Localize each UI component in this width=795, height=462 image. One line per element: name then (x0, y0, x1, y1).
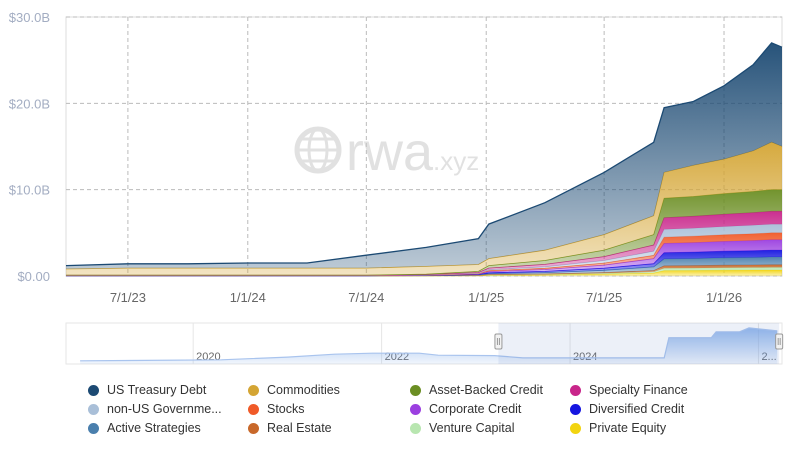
legend-item-private-equity[interactable]: Private Equity (570, 420, 730, 436)
legend-label: Corporate Credit (429, 402, 522, 416)
y-tick-label: $30.0B (9, 10, 50, 25)
legend-item-real-estate[interactable]: Real Estate (248, 420, 410, 436)
x-tick-label: 7/1/24 (348, 290, 384, 305)
stacked-area-chart: rwa.xyz $0.00 $10.0B $20.0B $30.0B 7/1/23 1/1… (9, 10, 784, 365)
legend-label: Real Estate (267, 421, 332, 435)
legend-item-venture-capital[interactable]: Venture Capital (410, 420, 570, 436)
legend-marker (570, 403, 581, 415)
legend-marker (410, 384, 421, 396)
area-commodities[interactable] (66, 142, 782, 276)
x-tick-label: 1/1/25 (468, 290, 504, 305)
area-us-treasury-debt[interactable] (66, 42, 782, 270)
area-real-estate[interactable] (66, 264, 782, 276)
x-tick-label: 1/1/26 (706, 290, 742, 305)
legend-label: Asset-Backed Credit (429, 383, 543, 397)
navigator-line (80, 327, 778, 362)
navigator-selection[interactable] (498, 323, 780, 364)
legend-label: Stocks (267, 402, 305, 416)
legend-marker (570, 384, 581, 396)
y-tick-label: $20.0B (9, 96, 50, 111)
legend-item-active-strategies[interactable]: Active Strategies (88, 420, 248, 436)
legend-item-us-treasury-debt[interactable]: US Treasury Debt (88, 382, 248, 398)
legend-label: Diversified Credit (589, 402, 685, 416)
axes: $0.00 $10.0B $20.0B $30.0B 7/1/23 1/1/24 7/1/2… (9, 10, 742, 305)
navigator-handle-left[interactable] (494, 333, 503, 350)
legend-marker (570, 422, 581, 434)
legend-label: Specialty Finance (589, 383, 688, 397)
series-line (65, 42, 783, 267)
x-tick-label: 1/1/24 (230, 290, 266, 305)
navigator-handle-right[interactable] (775, 333, 784, 350)
watermark-logo: rwa.xyz (294, 122, 479, 182)
watermark-text: rwa.xyz (346, 122, 479, 182)
x-tick-label: 7/1/25 (586, 290, 622, 305)
y-tick-label: $0.00 (17, 269, 50, 284)
navigator[interactable]: 2020202220242... (65, 322, 784, 365)
legend-marker (248, 422, 259, 434)
legend-marker (88, 384, 99, 396)
legend-label: US Treasury Debt (107, 383, 207, 397)
legend-marker (410, 422, 421, 434)
legend-item-diversified-credit[interactable]: Diversified Credit (570, 401, 730, 417)
legend-marker (248, 403, 259, 415)
legend-item-commodities[interactable]: Commodities (248, 382, 410, 398)
legend-marker (248, 384, 259, 396)
legend-label: Venture Capital (429, 421, 515, 435)
area-non-us-governme-[interactable] (66, 224, 782, 276)
y-tick-label: $10.0B (9, 183, 50, 198)
legend-item-corporate-credit[interactable]: Corporate Credit (410, 401, 570, 417)
area-corporate-credit[interactable] (66, 239, 782, 276)
legend-item-stocks[interactable]: Stocks (248, 401, 410, 417)
legend: US Treasury Debt Commodities Asset-Backed … (88, 382, 788, 436)
legend-label: Commodities (267, 383, 340, 397)
area-active-strategies[interactable] (66, 257, 782, 276)
legend-label: Active Strategies (107, 421, 201, 435)
area-stocks[interactable] (66, 232, 782, 276)
x-tick-label: 7/1/23 (110, 290, 146, 305)
legend-marker (410, 403, 421, 415)
area-specialty-finance[interactable] (66, 211, 782, 276)
area-asset-backed-credit[interactable] (66, 189, 782, 276)
legend-label: Private Equity (589, 421, 667, 435)
legend-item-asset-backed-credit[interactable]: Asset-Backed Credit (410, 382, 570, 398)
legend-item-non-us-governme[interactable]: non-US Governme... (88, 401, 248, 417)
area-diversified-credit[interactable] (66, 250, 782, 276)
legend-marker (88, 403, 99, 415)
series-areas (65, 42, 783, 277)
legend-marker (88, 422, 99, 434)
legend-label: non-US Governme... (107, 402, 222, 416)
legend-item-specialty-finance[interactable]: Specialty Finance (570, 382, 730, 398)
